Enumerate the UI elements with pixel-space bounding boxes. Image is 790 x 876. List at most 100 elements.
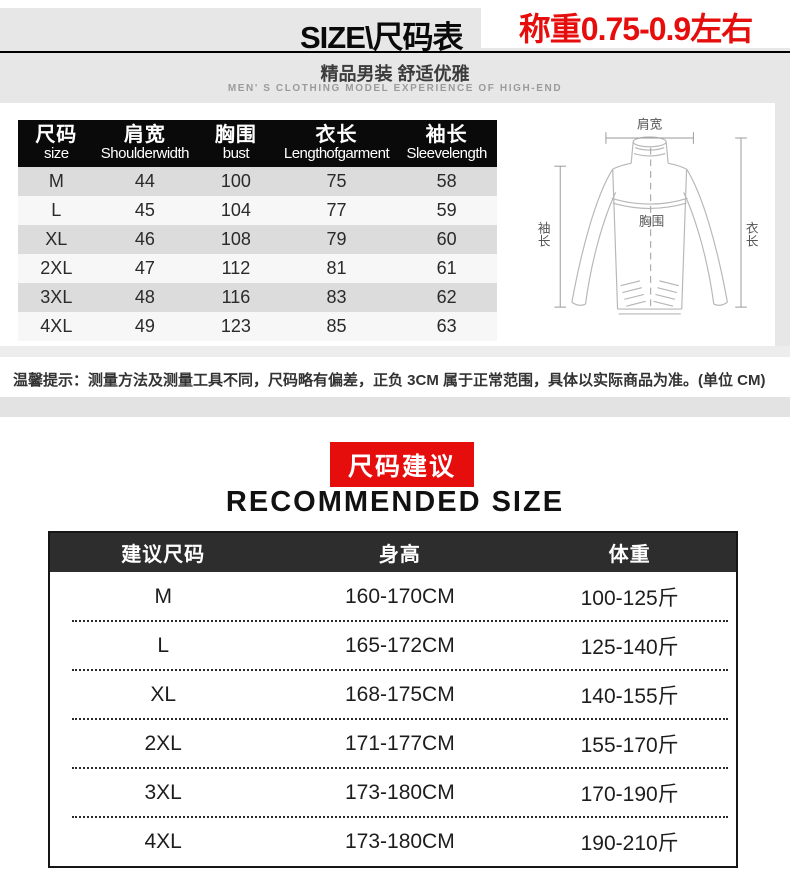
rec-table-header: 建议尺码 身高 体重 [50, 533, 736, 572]
size-column-header-en: size [43, 145, 69, 163]
label-shoulder-width: 肩宽 [637, 116, 663, 131]
rec-table-body: M 160-170CM 100-125斤 L 165-172CM 125-140斤 XL 16… [50, 572, 736, 866]
middle-gray-band [0, 397, 790, 417]
size-cell-size: XL [45, 229, 68, 249]
rec-table-row: 4XL 173-180CM 190-210斤 [50, 817, 736, 866]
subtitle-band [0, 53, 790, 103]
size-cell-length: 83 [326, 287, 347, 307]
size-cell-sleeve: 63 [436, 316, 457, 336]
rec-column-header: 体重 [608, 544, 651, 566]
rec-table-row: L 165-172CM 125-140斤 [50, 621, 736, 671]
jacket-measurement-diagram: 肩宽 袖长 胸围 衣长 [536, 116, 758, 315]
lower-gray-strip [0, 346, 790, 357]
size-cell-length: 79 [326, 229, 347, 249]
rec-cell-size: 4XL [144, 829, 182, 853]
rec-cell-size: XL [150, 682, 177, 706]
size-cell-shoulder: 47 [134, 258, 155, 278]
page-title: SIZE\尺码表 [300, 20, 464, 55]
size-table-row: XL 46 108 79 60 [18, 225, 497, 254]
rec-cell-size: L [157, 633, 170, 657]
size-column-header-en: Length of garment [283, 145, 390, 163]
rec-cell-height: 173-180CM [344, 829, 455, 853]
size-cell-shoulder: 48 [134, 287, 155, 307]
size-column-header-cn: 衣长 [315, 124, 358, 147]
rec-cell-weight: 140-155斤 [580, 684, 679, 708]
size-table-row: 2XL 47 112 81 61 [18, 254, 497, 283]
size-table-row: L 45 104 77 59 [18, 196, 497, 225]
size-table-body: M 44 100 75 58 L 45 104 77 59 XL 46 108 79 60 2XL 47 112 8… [18, 167, 497, 341]
size-table: 尺码 size 肩宽 Shoulder width 胸围 bust 衣长 Length of … [18, 120, 497, 341]
size-table-row: M 44 100 75 58 [18, 167, 497, 196]
rec-table-row: 3XL 173-180CM 170-190斤 [50, 768, 736, 818]
size-cell-bust: 123 [220, 316, 251, 336]
jacket-diagram-panel: 肩宽 袖长 胸围 衣长 [500, 103, 775, 346]
size-table-header: 尺码 size 肩宽 Shoulder width 胸围 bust 衣长 Length of … [18, 120, 497, 167]
rec-cell-weight: 155-170斤 [580, 733, 679, 757]
weight-highlight-text: 称重0.75-0.9左右 [518, 10, 753, 47]
size-cell-size: L [51, 200, 62, 220]
weight-highlight-box: 称重0.75-0.9左右 [481, 5, 790, 48]
recommend-badge-label: 尺码建议 [347, 452, 456, 481]
size-column-header-en: bust [222, 145, 250, 163]
rec-table-row: 2XL 171-177CM 155-170斤 [50, 719, 736, 769]
header-divider [0, 51, 790, 53]
size-cell-bust: 108 [220, 229, 251, 249]
size-cell-shoulder: 49 [134, 316, 155, 336]
subtitle-chinese: 精品男装 舒适优雅 [320, 64, 470, 84]
size-cell-sleeve: 60 [436, 229, 457, 249]
label-bust: 胸围 [639, 214, 664, 228]
size-cell-shoulder: 46 [134, 229, 155, 249]
label-sleeve-length: 袖长 [536, 222, 550, 248]
rec-cell-height: 165-172CM [344, 633, 455, 657]
size-cell-length: 85 [326, 316, 347, 336]
rec-cell-size: 3XL [144, 780, 182, 804]
rec-column-header: 身高 [378, 544, 421, 566]
size-column-header-en: Shoulder width [100, 145, 190, 163]
recommend-heading: RECOMMENDED SIZE [225, 486, 565, 518]
size-cell-bust: 112 [221, 258, 251, 278]
size-cell-shoulder: 45 [134, 200, 155, 220]
size-cell-bust: 100 [220, 171, 251, 191]
size-cell-bust: 116 [221, 287, 251, 307]
rec-cell-size: 2XL [144, 731, 182, 755]
size-column-header: 胸围 bust [195, 125, 276, 162]
rec-cell-height: 168-175CM [344, 682, 455, 706]
size-cell-size: M [48, 171, 64, 191]
rec-table-row: M 160-170CM 100-125斤 [50, 572, 736, 622]
rec-table-row: XL 168-175CM 140-155斤 [50, 670, 736, 720]
size-cell-length: 77 [326, 200, 347, 220]
size-column-header: 袖长 Sleeve length [396, 125, 497, 162]
rec-cell-height: 160-170CM [344, 584, 455, 608]
measurement-lines [554, 132, 747, 308]
rec-cell-height: 171-177CM [344, 731, 455, 755]
rec-cell-height: 173-180CM [344, 780, 455, 804]
size-table-row: 3XL 48 116 83 62 [18, 283, 497, 312]
size-column-header: 尺码 size [18, 125, 95, 162]
rec-cell-weight: 125-140斤 [580, 635, 679, 659]
size-column-header-cn: 肩宽 [123, 124, 166, 147]
subtitle-english: MEN' S CLOTHING MODEL EXPERIENCE OF HIGH… [227, 83, 563, 94]
jacket-outline [571, 136, 728, 315]
size-cell-length: 81 [326, 258, 347, 278]
size-cell-shoulder: 44 [134, 171, 155, 191]
rec-cell-weight: 100-125斤 [580, 586, 679, 610]
size-cell-sleeve: 59 [436, 200, 457, 220]
rec-cell-size: M [154, 584, 172, 608]
rec-cell-weight: 190-210斤 [580, 831, 679, 855]
size-cell-size: 2XL [40, 258, 73, 278]
measurement-notice: 温馨提示：测量方法及测量工具不同，尺码略有偏差，正负 3CM 属于正常范围，具体… [13, 372, 766, 389]
recommend-badge: 尺码建议 [330, 442, 474, 487]
size-cell-bust: 104 [220, 200, 251, 220]
size-cell-size: 4XL [40, 316, 73, 336]
label-garment-length: 衣长 [744, 221, 758, 248]
size-cell-length: 75 [326, 171, 347, 191]
size-column-header-cn: 尺码 [35, 124, 78, 147]
size-cell-size: 3XL [40, 287, 73, 307]
size-column-header-cn: 袖长 [425, 124, 468, 147]
rec-column-header: 建议尺码 [121, 544, 206, 566]
size-cell-sleeve: 61 [436, 258, 457, 278]
size-table-row: 4XL 49 123 85 63 [18, 312, 497, 341]
rec-cell-weight: 170-190斤 [580, 782, 679, 806]
recommend-table: 建议尺码 身高 体重 M 160-170CM 100-125斤 L 165-172CM 125… [48, 531, 738, 868]
